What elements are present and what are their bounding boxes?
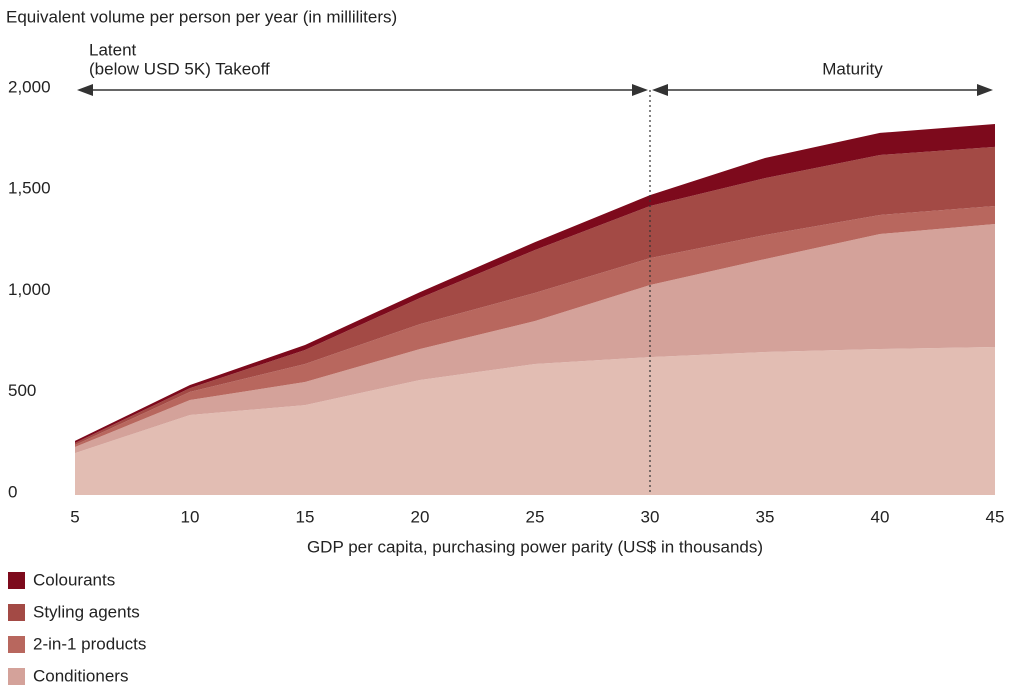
- latent-label: (below USD 5K): [89, 59, 211, 78]
- x-tick-label: 35: [756, 507, 775, 526]
- area: [75, 206, 995, 448]
- y-tick-label: 0: [8, 482, 17, 501]
- area: [75, 224, 995, 454]
- area: [75, 346, 995, 495]
- y-tick-label: 1,000: [8, 280, 51, 299]
- x-axis-label: GDP per capita, purchasing power parity …: [307, 537, 763, 556]
- latent-label: Latent: [89, 40, 137, 59]
- legend-label: Colourants: [33, 570, 115, 589]
- legend-label: 2-in-1 products: [33, 634, 146, 653]
- legend-label: Conditioners: [33, 666, 128, 685]
- x-tick-label: 15: [296, 507, 315, 526]
- arrow-head: [632, 84, 648, 96]
- arrow-head: [977, 84, 993, 96]
- legend-label: Styling agents: [33, 602, 140, 621]
- phase-label: Takeoff: [215, 59, 270, 78]
- y-axis-label: Equivalent volume per person per year (i…: [6, 7, 397, 26]
- arrow-head: [77, 84, 93, 96]
- y-tick-label: 1,500: [8, 179, 51, 198]
- y-tick-label: 2,000: [8, 77, 51, 96]
- legend-swatch: [8, 604, 25, 621]
- x-tick-label: 20: [411, 507, 430, 526]
- phase-label: Maturity: [822, 59, 883, 78]
- y-tick-label: 500: [8, 381, 36, 400]
- legend-swatch: [8, 636, 25, 653]
- area: [75, 146, 995, 445]
- x-tick-label: 10: [181, 507, 200, 526]
- legend-swatch: [8, 668, 25, 685]
- arrow-head: [652, 84, 668, 96]
- x-tick-label: 25: [526, 507, 545, 526]
- x-tick-label: 5: [70, 507, 79, 526]
- x-tick-label: 30: [641, 507, 660, 526]
- legend-swatch: [8, 572, 25, 589]
- x-tick-label: 40: [871, 507, 890, 526]
- x-tick-label: 45: [986, 507, 1005, 526]
